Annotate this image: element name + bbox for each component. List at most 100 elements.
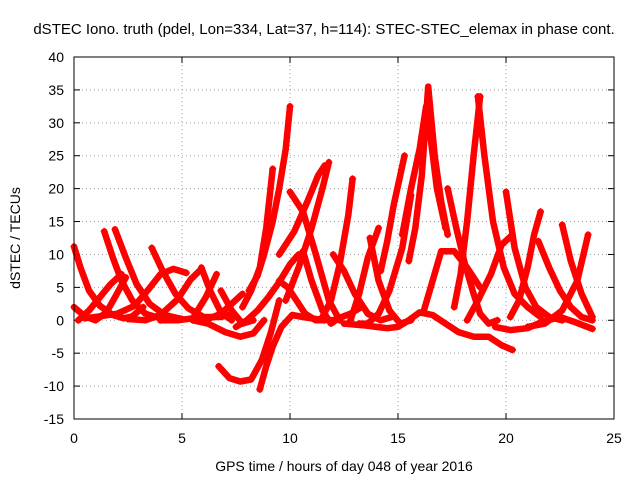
y-axis-label: dSTEC / TECUs (7, 187, 23, 289)
series-21-line (275, 162, 328, 258)
x-tick-label: 5 (178, 430, 186, 446)
series-30-start-marker (340, 320, 348, 328)
series-5-start-marker (111, 225, 119, 233)
series-4-start-marker (100, 227, 108, 235)
series-41-end-marker (588, 313, 596, 321)
series-25-line (329, 251, 395, 324)
series-22-start-marker (282, 297, 290, 305)
y-tick-label: 40 (48, 49, 64, 65)
series-43-end-marker (588, 325, 596, 333)
series-20-start-marker (286, 188, 294, 196)
series-23-start-marker (299, 247, 307, 255)
series-19-line (275, 277, 328, 324)
series-13-line (189, 317, 268, 340)
series-39-line (507, 208, 544, 321)
series-31-start-marker (405, 257, 413, 265)
series-14-end-marker (275, 297, 283, 305)
series-34-start-marker (444, 185, 452, 193)
x-tick-label: 20 (498, 430, 514, 446)
series-15-line (256, 303, 365, 393)
series-30-line (340, 309, 516, 354)
series-22-end-marker (325, 158, 333, 166)
series-41-start-marker (558, 221, 566, 229)
series-10-start-marker (197, 264, 205, 272)
series-21-start-marker (275, 250, 283, 258)
series-17-start-marker (238, 303, 246, 311)
series-12-start-marker (217, 287, 225, 295)
series-29-end-marker (400, 152, 408, 160)
series-6-end-marker (182, 269, 190, 277)
y-tick-label: 20 (48, 181, 64, 197)
series-32-line (399, 103, 449, 238)
series-38-start-marker (502, 188, 510, 196)
series-36-start-marker (474, 92, 482, 100)
series-14-line (215, 297, 283, 385)
series-36-line (474, 93, 544, 321)
series-42-end-marker (584, 231, 592, 239)
series-35-start-marker (450, 303, 458, 311)
series-37-start-marker (463, 316, 471, 324)
series-17-line (239, 165, 276, 311)
series-31-end-marker (444, 231, 452, 239)
y-tick-label: 25 (48, 148, 64, 164)
y-tick-label: 30 (48, 115, 64, 131)
series-29-start-marker (377, 267, 385, 275)
series-38-line (502, 188, 566, 324)
y-tick-label: 10 (48, 246, 64, 262)
series-33-start-marker (420, 306, 428, 314)
series-43-start-marker (491, 323, 499, 331)
chart-title: dSTEC Iono. truth (pdel, Lon=334, Lat=37… (33, 21, 614, 38)
y-tick-label: 35 (48, 82, 64, 98)
series-10-line (198, 264, 235, 324)
x-tick-labels: 0 5 10 15 20 25 (70, 430, 622, 446)
y-tick-label: 5 (56, 279, 64, 295)
series-27-start-marker (366, 234, 374, 242)
series-30-end-marker (508, 346, 516, 354)
series-10-end-marker (228, 316, 236, 324)
series-14-start-marker (215, 362, 223, 370)
x-tick-label: 0 (70, 430, 78, 446)
y-tick-label: 15 (48, 214, 64, 230)
series-13-end-marker (260, 316, 268, 324)
y-tick-label: -10 (44, 378, 64, 394)
series-9-start-marker (156, 316, 164, 324)
series-6-start-marker (81, 314, 89, 322)
series-34-line (444, 185, 501, 327)
series-25-start-marker (329, 250, 337, 258)
series-18-start-marker (232, 323, 240, 331)
x-tick-label: 25 (606, 430, 622, 446)
series-24-start-marker (318, 313, 326, 321)
series-13-start-marker (189, 316, 197, 324)
series-4-line (100, 228, 164, 322)
x-tick-label: 10 (282, 430, 298, 446)
series-7-start-marker (148, 244, 156, 252)
series-26-end-marker (375, 224, 383, 232)
series-22-line (282, 159, 333, 304)
series-20-line (286, 188, 343, 324)
series-18-line (232, 251, 302, 331)
y-tick-label: 0 (56, 312, 64, 328)
series-3-start-marker (74, 316, 82, 324)
series-group (70, 83, 596, 393)
series-37-line (463, 231, 516, 324)
series-32-end-marker (442, 224, 450, 232)
series-9-end-marker (213, 270, 221, 278)
series-35-line (450, 93, 484, 311)
plot-frame (73, 56, 615, 420)
x-tick-label: 15 (390, 430, 406, 446)
series-29-line (377, 152, 408, 275)
series-3-line (75, 270, 125, 324)
series-39-end-marker (537, 208, 545, 216)
series-23-end-marker (334, 315, 342, 323)
series-11-end-marker (238, 290, 246, 298)
series-17-end-marker (269, 165, 277, 173)
series-16-end-marker (286, 102, 294, 110)
series-39-start-marker (506, 313, 514, 321)
series-8-start-marker (124, 315, 132, 323)
y-tick-label: -5 (52, 345, 65, 361)
series-19-start-marker (275, 277, 283, 285)
series-34-end-marker (493, 316, 501, 324)
y-tick-label: -15 (44, 411, 64, 427)
series-15-start-marker (256, 385, 264, 393)
